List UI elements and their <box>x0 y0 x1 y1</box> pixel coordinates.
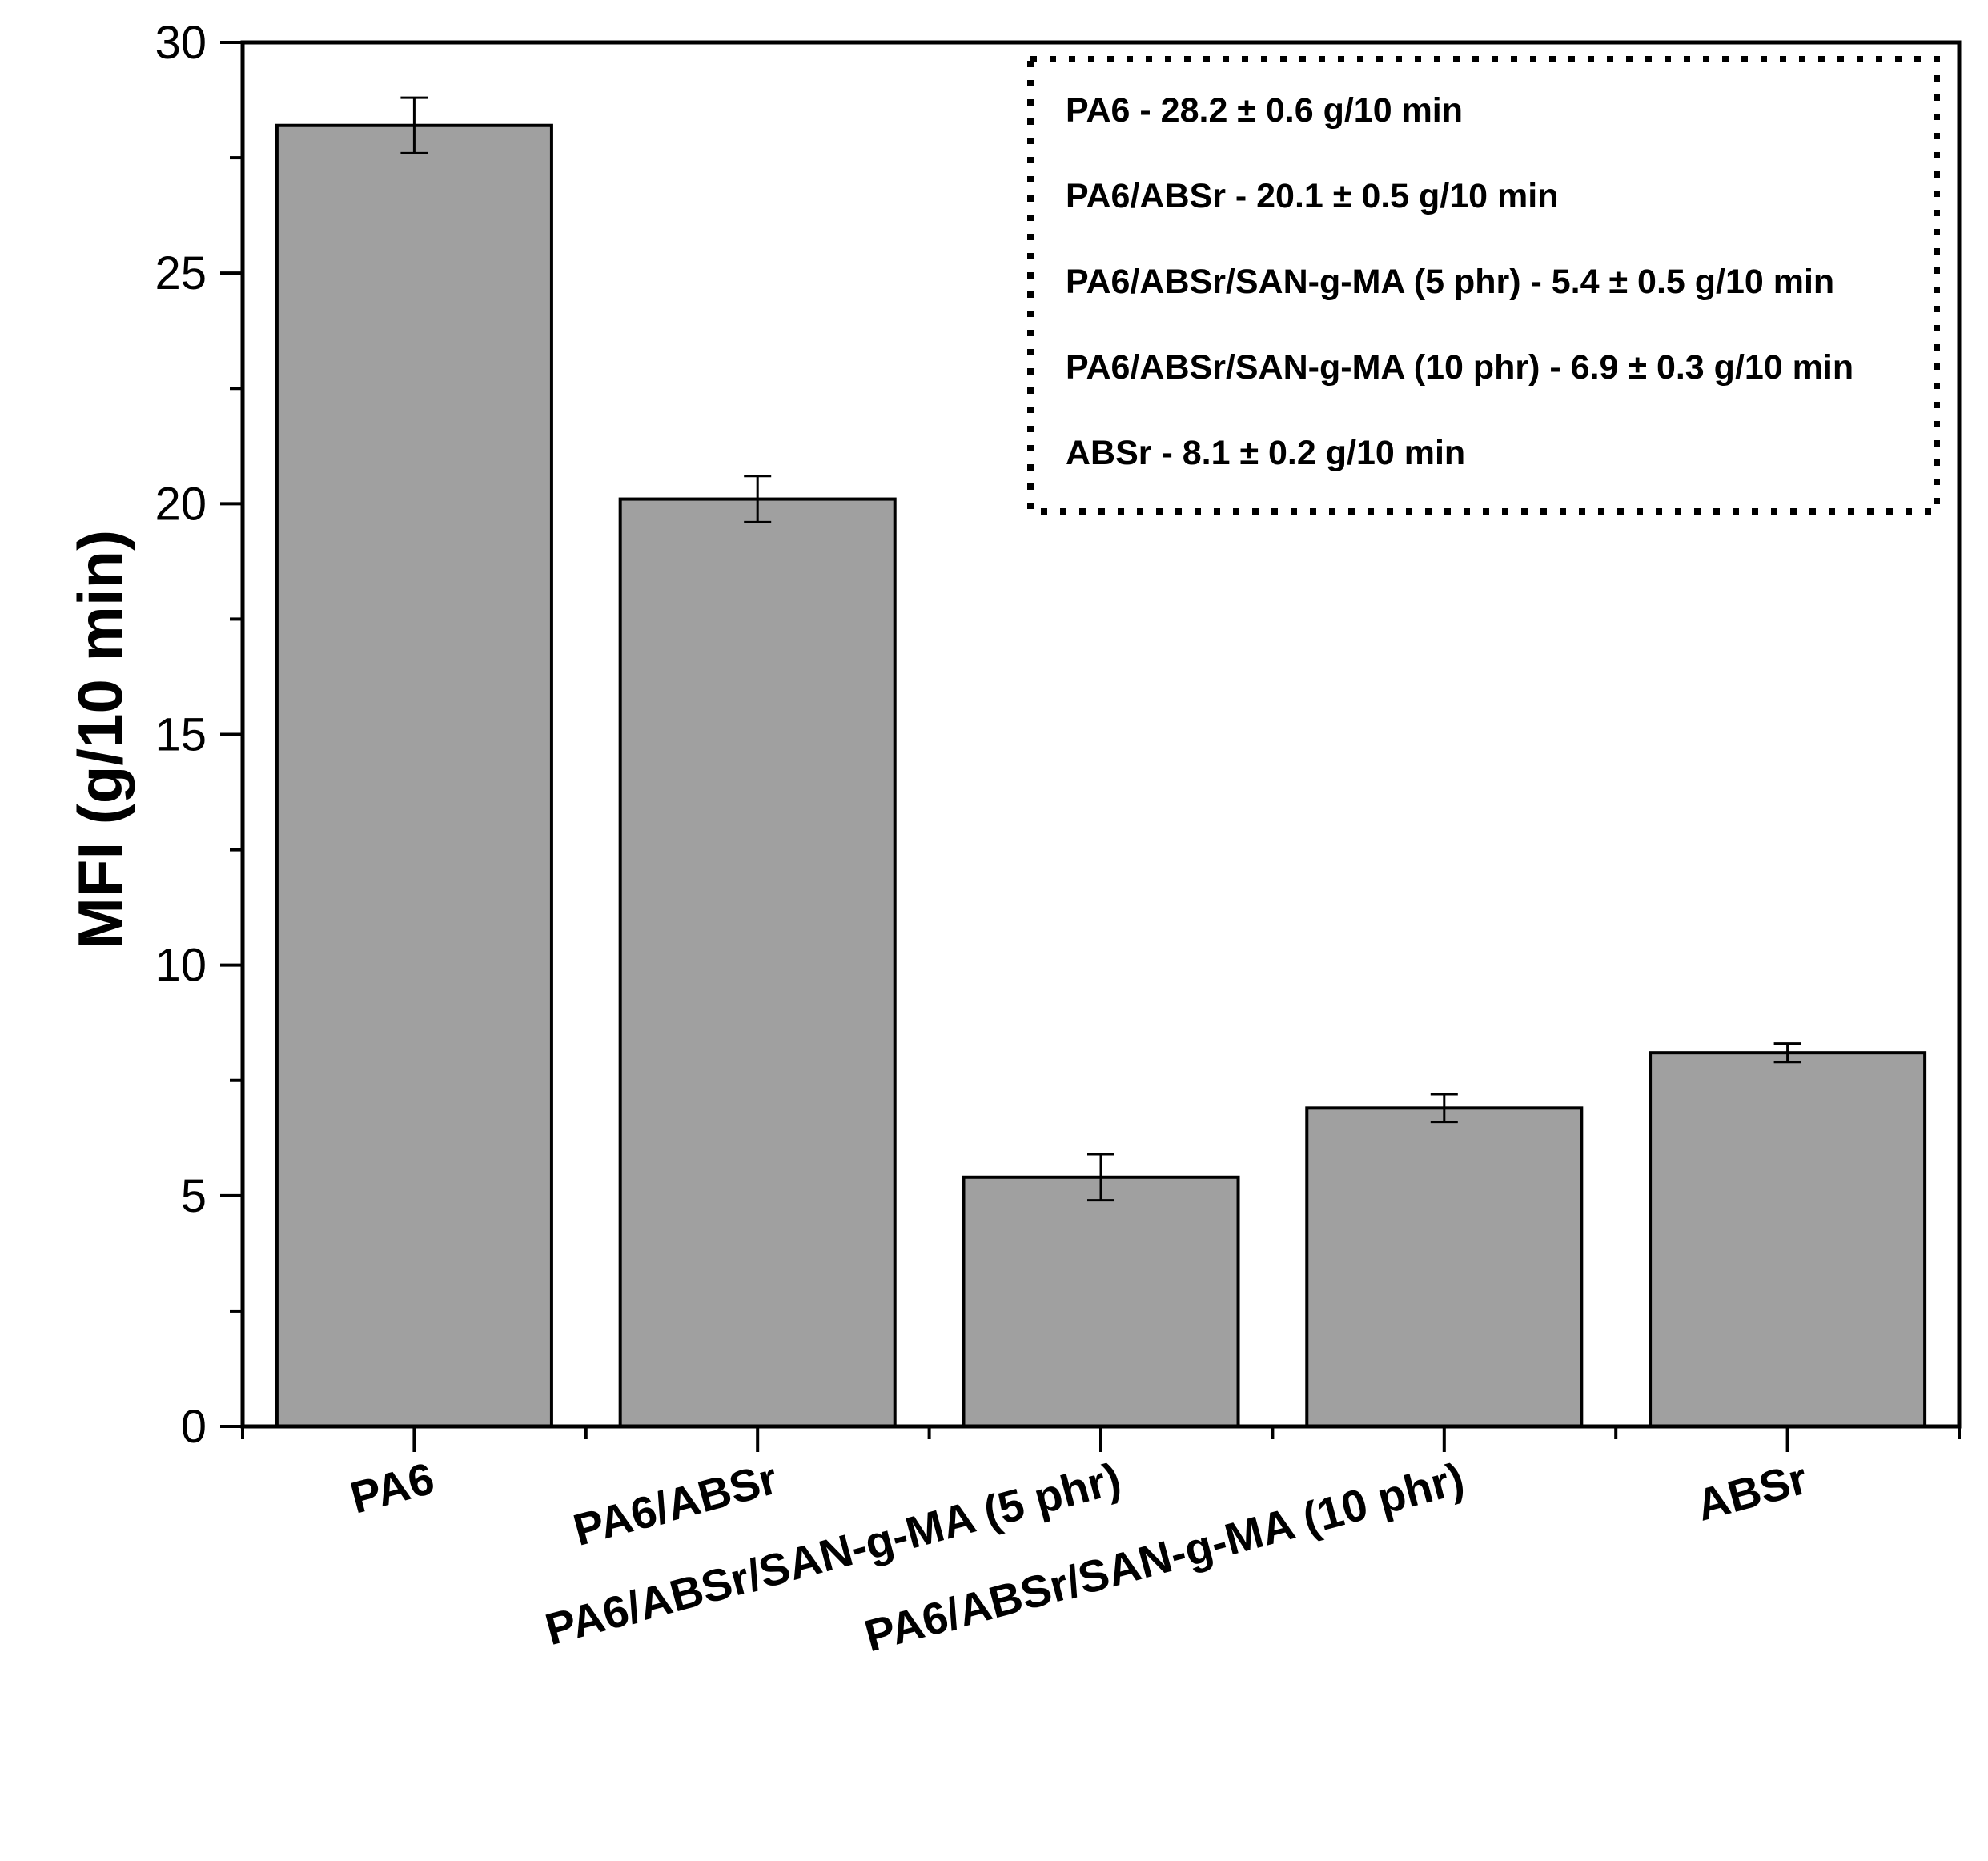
x-category-label: ABSr <box>1691 1453 1813 1530</box>
annotation-line-2: PA6/ABSr/SAN-g-MA (5 phr) - 5.4 ± 0.5 g/… <box>1066 263 1834 301</box>
annotation-frame <box>1027 56 1940 515</box>
bars-layer <box>275 96 1927 1429</box>
annotation-line-4: ABSr - 8.1 ± 0.2 g/10 min <box>1066 434 1465 472</box>
error-bar-4 <box>1773 1042 1801 1064</box>
bar-1 <box>618 497 897 1429</box>
x-category-label: PA6/ABSr/SAN-g-MA (5 phr) <box>540 1453 1127 1654</box>
y-tick-label: 25 <box>155 247 207 299</box>
y-tick-label: 10 <box>155 940 207 992</box>
annotation-line-3: PA6/ABSr/SAN-g-MA (10 phr) - 6.9 ± 0.3 g… <box>1066 348 1853 387</box>
y-tick-label: 0 <box>181 1401 207 1453</box>
y-tick-label: 20 <box>155 478 207 530</box>
bar-0 <box>275 123 553 1429</box>
bar-3 <box>1305 1106 1584 1428</box>
y-tick-label: 15 <box>155 709 207 761</box>
error-bar-0 <box>400 96 428 154</box>
x-category-label: PA6/ABSr <box>568 1453 782 1555</box>
annotation-line-1: PA6/ABSr - 20.1 ± 0.5 g/10 min <box>1066 177 1558 215</box>
error-bar-3 <box>1430 1093 1458 1124</box>
x-category-label: PA6 <box>345 1453 440 1523</box>
annotation-box: PA6 - 28.2 ± 0.6 g/10 min PA6/ABSr - 20.1… <box>1027 56 1940 515</box>
error-bar-1 <box>744 475 772 523</box>
y-tick-label: 30 <box>155 17 207 69</box>
bar-2 <box>962 1175 1240 1429</box>
annotation-line-0: PA6 - 28.2 ± 0.6 g/10 min <box>1066 91 1463 130</box>
error-bar-2 <box>1087 1153 1114 1202</box>
y-tick-label: 5 <box>181 1170 207 1222</box>
x-category-label: PA6/ABSr/SAN-g-MA (10 phr) <box>859 1453 1469 1662</box>
y-axis-title: MFI (g/10 min) <box>65 530 135 949</box>
bar-4 <box>1649 1051 1927 1429</box>
